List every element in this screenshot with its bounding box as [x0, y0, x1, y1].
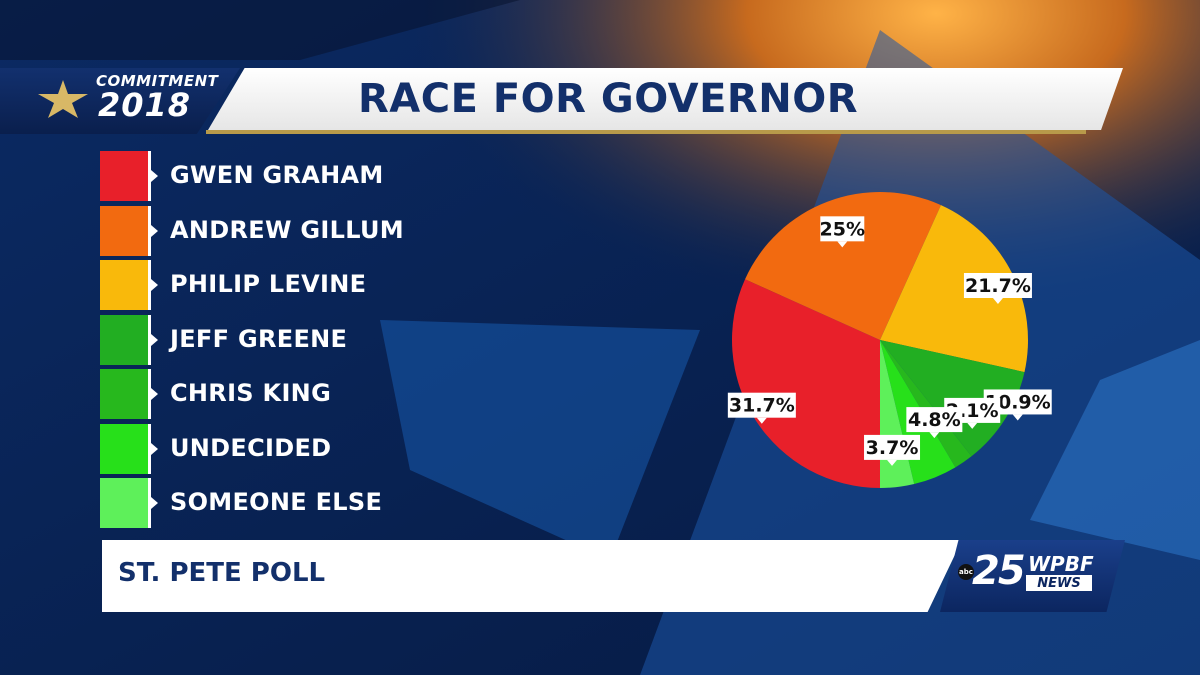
poll-source: ST. PETE POLL: [118, 558, 326, 588]
pie-slice: [880, 205, 1028, 373]
svg-text:4.8%: 4.8%: [908, 409, 961, 431]
legend-swatch: [100, 314, 151, 365]
svg-text:25%: 25%: [820, 218, 865, 240]
pie-data-label: 31.7%: [727, 392, 796, 424]
legend-item: ANDREW GILLUM: [100, 205, 460, 256]
legend-item: JEFF GREENE: [100, 314, 460, 365]
legend-swatch: [100, 205, 151, 256]
legend-item: UNDECIDED: [100, 423, 460, 474]
legend-swatch: [100, 260, 151, 310]
pie-data-label: 4.8%: [906, 407, 963, 439]
legend-swatch: [100, 423, 151, 474]
network-logo-icon: abc: [958, 564, 974, 580]
legend-item: GWEN GRAHAM: [100, 151, 460, 201]
legend-swatch: [100, 369, 151, 419]
legend-item: PHILIP LEVINE: [100, 260, 460, 310]
pie-data-label: 25%: [820, 216, 865, 248]
legend-arrow-icon: [151, 333, 158, 346]
legend-label: GWEN GRAHAM: [170, 161, 384, 189]
pie-slice: [880, 340, 972, 468]
footer-bar: [102, 540, 962, 612]
legend-arrow-icon: [151, 388, 158, 400]
legend-label: SOMEONE ELSE: [170, 488, 383, 516]
star-icon: [38, 80, 88, 118]
legend-arrow-icon: [151, 224, 158, 237]
legend-swatch: [100, 478, 151, 528]
legend-item: SOMEONE ELSE: [100, 478, 460, 528]
legend-arrow-icon: [151, 442, 158, 455]
pie-slice: [732, 279, 880, 488]
legend-item: CHRIS KING: [100, 369, 460, 419]
legend-label: ANDREW GILLUM: [170, 215, 404, 244]
legend-arrow-icon: [151, 497, 158, 509]
brand-panel: [0, 68, 240, 134]
pie-data-label: 3.7%: [864, 434, 921, 466]
brand-commitment: COMMITMENT: [96, 72, 219, 90]
svg-text:10.9%: 10.9%: [985, 391, 1051, 413]
svg-text:21.7%: 21.7%: [965, 275, 1031, 297]
page-title: RACE FOR GOVERNOR: [357, 76, 859, 122]
svg-text:3.7%: 3.7%: [866, 437, 919, 459]
pie-slice: [745, 192, 941, 340]
legend-swatch: [100, 151, 151, 201]
station-logo-number: 25: [972, 548, 1026, 594]
pie-chart: 31.7%25%21.7%10.9%2.1%4.8%3.7%: [727, 192, 1052, 488]
legend-arrow-icon: [151, 279, 158, 291]
legend-label: CHRIS KING: [170, 379, 332, 407]
legend-label: UNDECIDED: [170, 433, 332, 462]
pie-data-label: 21.7%: [963, 273, 1032, 305]
legend-arrow-icon: [151, 170, 158, 182]
legend-label: JEFF GREENE: [170, 324, 348, 353]
brand-year: 2018: [98, 86, 192, 124]
legend-label: PHILIP LEVINE: [170, 270, 367, 298]
svg-text:31.7%: 31.7%: [729, 395, 795, 417]
station-logo-news: NEWS: [1026, 575, 1092, 591]
title-underline: [206, 130, 1086, 134]
station-logo-call: WPBF: [1028, 552, 1094, 576]
title-bar: [208, 68, 1123, 130]
